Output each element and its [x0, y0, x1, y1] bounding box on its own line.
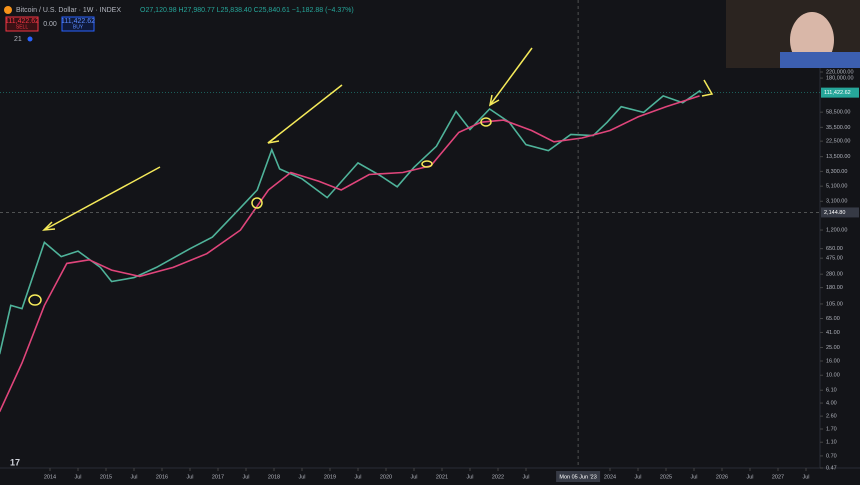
x-tick-label: Jul: [354, 474, 361, 480]
x-tick-label: 2014: [44, 474, 56, 480]
arrow: [267, 84, 343, 144]
y-tick-label: 22,500.00: [826, 139, 850, 145]
crosshair-x-label: Mon 05 Jun '23: [559, 474, 596, 480]
y-tick-label: 1,200.00: [826, 228, 847, 234]
y-tick-label: 10.00: [826, 373, 840, 379]
sell-price[interactable]: 111,422.62: [5, 18, 39, 25]
x-tick-label: 2020: [380, 474, 392, 480]
y-tick-label: 280.00: [826, 272, 843, 278]
x-tick-label: 2025: [660, 474, 672, 480]
y-tick-label: 1.70: [826, 426, 837, 432]
y-tick-label: 35,500.00: [826, 125, 850, 131]
price-label: 111,422.62: [824, 90, 851, 96]
crosshair-x-bg: [556, 471, 601, 482]
x-tick-label: 2021: [436, 474, 448, 480]
x-tick-label: Jul: [74, 474, 81, 480]
x-tick-label: 2015: [100, 474, 112, 480]
x-tick-label: Jul: [690, 474, 697, 480]
y-tick-label: 105.00: [826, 301, 843, 307]
x-tick-label: 2017: [212, 474, 224, 480]
symbol-icon: [4, 6, 12, 14]
x-tick-label: Jul: [466, 474, 473, 480]
price-label-bg: [821, 87, 859, 98]
x-tick-label: 2026: [716, 474, 728, 480]
sell-button[interactable]: [5, 16, 39, 32]
y-tick-label: 1.10: [826, 440, 837, 446]
y-tick-label: 0.70: [826, 453, 837, 459]
circle: [480, 117, 492, 127]
x-tick-label: Jul: [242, 474, 249, 480]
y-tick-label: 25.00: [826, 345, 840, 351]
arrow-head: [488, 94, 500, 107]
y-tick-label: 3,100.00: [826, 199, 847, 205]
y-tick-label: 180,000.00: [826, 76, 854, 82]
x-tick-label: Jul: [522, 474, 529, 480]
y-tick-label: 65.00: [826, 316, 840, 322]
ohlc: O27,120.98 H27,980.77 L25,838.40 C25,840…: [140, 7, 354, 14]
x-tick-label: Jul: [186, 474, 193, 480]
logo: 17: [10, 457, 20, 467]
buy-button[interactable]: [61, 16, 95, 32]
crosshair-y-bg: [821, 207, 859, 218]
price-line: [0, 89, 702, 355]
y-tick-label: 16.00: [826, 358, 840, 364]
y-tick-label: 220,000.00: [826, 69, 854, 75]
y-tick-label: 180.00: [826, 285, 843, 291]
x-tick-label: Jul: [410, 474, 417, 480]
y-tick-label: 650.00: [826, 246, 843, 252]
buy-label[interactable]: BUY: [73, 24, 84, 30]
sell-label[interactable]: SELL: [16, 24, 28, 30]
x-tick-label: 2018: [268, 474, 280, 480]
x-tick-label: Jul: [746, 474, 753, 480]
y-tick-label: 41.00: [826, 330, 840, 336]
y-tick-label: 58,500.00: [826, 110, 850, 116]
annotations: [28, 47, 714, 306]
arrow: [43, 166, 161, 231]
circle: [28, 294, 42, 306]
x-tick-label: 2022: [492, 474, 504, 480]
crosshair-y-label: 2,144.80: [824, 210, 845, 216]
indicator: 21: [14, 36, 22, 43]
x-tick-label: 2016: [156, 474, 168, 480]
y-tick-label: 5,100.00: [826, 184, 847, 190]
y-tick-label: 8,300.00: [826, 169, 847, 175]
x-tick-label: Jul: [802, 474, 809, 480]
y-tick-label: 475.00: [826, 256, 843, 262]
y-tick-label: 4.00: [826, 401, 837, 407]
price-line: [0, 95, 700, 413]
circle: [251, 197, 263, 209]
arrow: [489, 47, 533, 106]
buy-price[interactable]: 111,422.62: [61, 18, 95, 25]
arrow-head: [267, 136, 280, 144]
y-tick-label: 13,500.00: [826, 154, 850, 160]
x-tick-label: Jul: [634, 474, 641, 480]
x-tick-label: 2019: [324, 474, 336, 480]
y-tick-label: 6.10: [826, 388, 837, 394]
spread: 0.00: [43, 21, 57, 28]
arrow-head: [42, 221, 56, 231]
mark: [701, 79, 714, 97]
webcam-shirt: [780, 52, 860, 68]
x-tick-label: Jul: [298, 474, 305, 480]
indicator-dot: [27, 36, 33, 42]
x-tick-label: Jul: [130, 474, 137, 480]
symbol: Bitcoin / U.S. Dollar · 1W · INDEX: [16, 7, 121, 14]
x-tick-label: 2024: [604, 474, 616, 480]
circle: [421, 160, 433, 168]
x-tick-label: 2027: [772, 474, 784, 480]
y-tick-label: 2.60: [826, 414, 837, 420]
y-tick-label: 0.47: [826, 465, 837, 471]
